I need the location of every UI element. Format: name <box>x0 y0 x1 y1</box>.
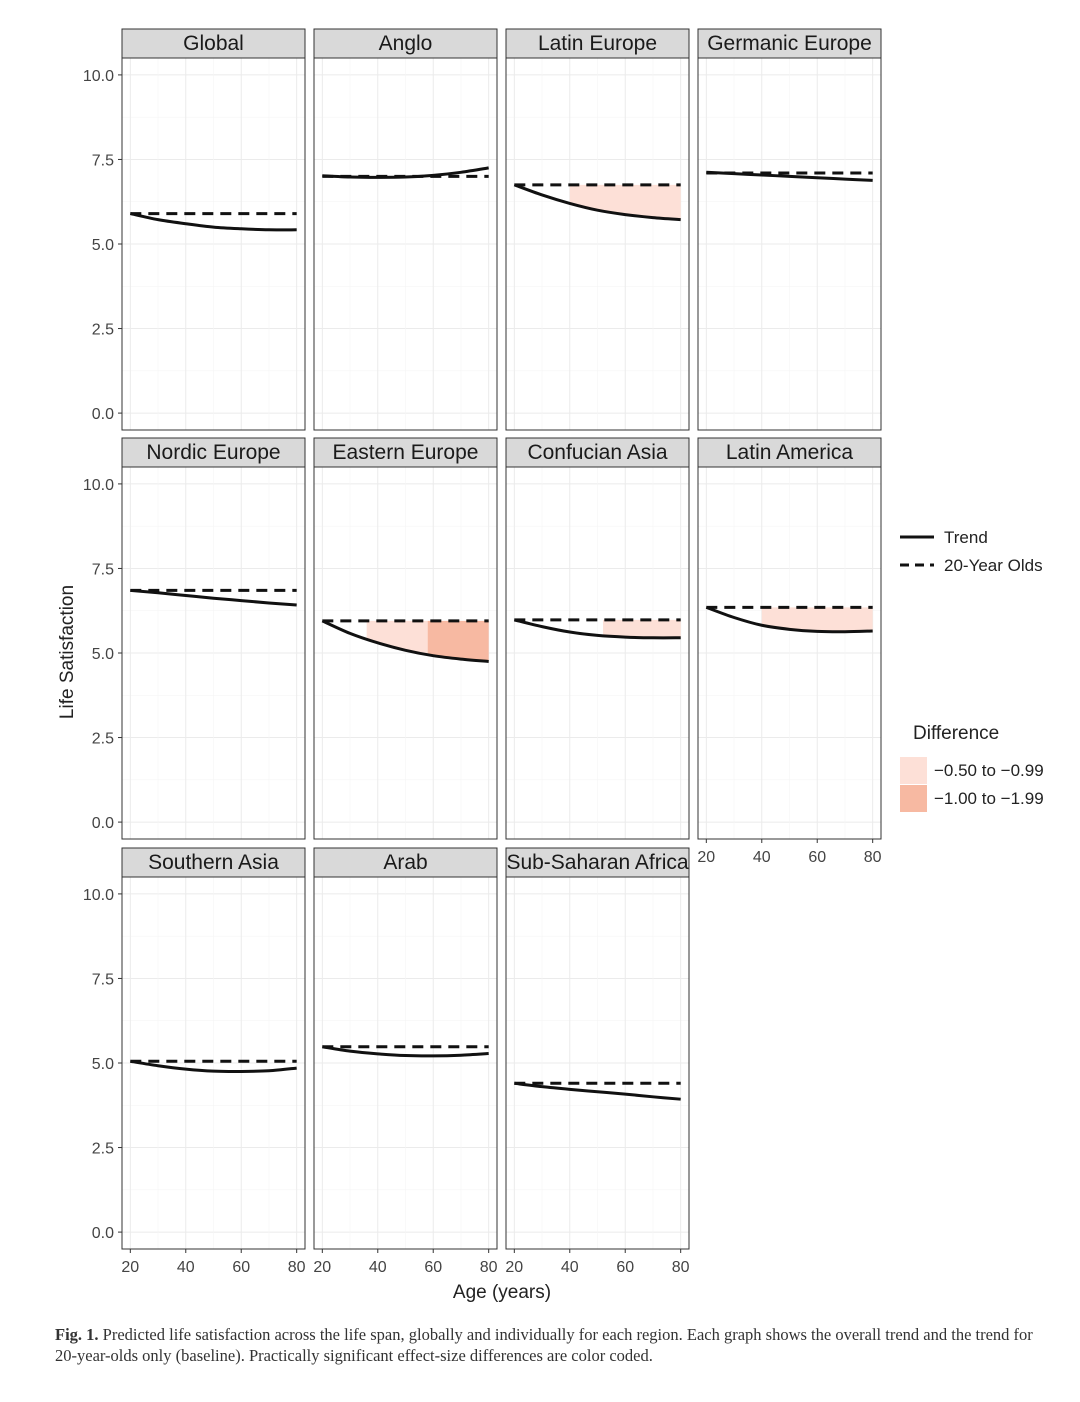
y-tick-label: 2.5 <box>92 731 114 748</box>
x-tick-label: 20 <box>697 849 715 866</box>
x-tick-label: 80 <box>672 1259 690 1276</box>
trend-line <box>130 588 297 607</box>
x-tick-label: 80 <box>480 1259 498 1276</box>
x-tick-label: 40 <box>753 849 771 866</box>
y-tick-label: 0.0 <box>92 406 114 423</box>
legend-line-label: Trend <box>944 528 988 547</box>
panel-title: Sub-Saharan Africa <box>506 851 688 874</box>
trend-line <box>706 170 873 182</box>
panel-title: Confucian Asia <box>527 441 667 464</box>
y-tick-label: 0.0 <box>92 1225 114 1242</box>
y-tick-label: 10.0 <box>83 887 114 904</box>
trend-line <box>322 166 489 179</box>
panel-strip <box>313 437 498 468</box>
y-tick-label: 7.5 <box>92 971 114 988</box>
x-axis-title: Age (years) <box>453 1282 551 1303</box>
legend-difference-title: Difference <box>913 723 999 744</box>
x-tick-label: 40 <box>561 1259 579 1276</box>
y-tick-label: 5.0 <box>92 646 114 663</box>
panel-title: Latin Europe <box>538 32 657 55</box>
panel-strip <box>697 437 882 468</box>
x-tick-label: 40 <box>369 1259 387 1276</box>
panel-strip <box>697 28 882 59</box>
x-tick-label: 20 <box>313 1259 331 1276</box>
trend-line <box>130 1059 297 1073</box>
difference-shading <box>603 619 681 639</box>
difference-shading <box>427 620 489 663</box>
y-tick-label: 5.0 <box>92 237 114 254</box>
panel-title: Arab <box>383 851 427 874</box>
difference-shading <box>761 607 873 633</box>
y-tick-label: 2.5 <box>92 322 114 339</box>
panel-strip <box>313 28 498 59</box>
panel-title: Latin America <box>726 441 854 464</box>
trend-line <box>322 1045 489 1058</box>
legend-line-label: 20-Year Olds <box>944 556 1043 575</box>
panel-title: Anglo <box>379 32 433 55</box>
x-tick-label: 60 <box>424 1259 442 1276</box>
legend-fill-key <box>900 785 927 812</box>
legend-fill-key <box>900 757 927 784</box>
trend-line <box>513 618 681 640</box>
y-tick-label: 2.5 <box>92 1141 114 1158</box>
x-tick-label: 80 <box>864 849 882 866</box>
trend-line <box>514 1081 681 1101</box>
x-tick-label: 60 <box>616 1259 634 1276</box>
panel-title: Southern Asia <box>148 851 279 874</box>
figure-caption: Fig. 1. Predicted life satisfaction acro… <box>55 1324 1045 1366</box>
trend-line <box>321 619 489 663</box>
panel-title: Nordic Europe <box>146 441 280 464</box>
x-tick-label: 60 <box>232 1259 250 1276</box>
x-tick-label: 20 <box>121 1259 139 1276</box>
panel-strip <box>505 847 690 878</box>
y-tick-label: 10.0 <box>83 477 114 494</box>
y-axis-title: Life Satisfaction <box>57 585 78 719</box>
x-tick-label: 60 <box>808 849 826 866</box>
panel-strip <box>505 437 690 468</box>
legend-fill-label: −0.50 to −0.99 <box>934 761 1044 780</box>
caption-label: Fig. 1. <box>55 1325 99 1344</box>
trend-line <box>513 183 681 222</box>
y-tick-label: 5.0 <box>92 1056 114 1073</box>
y-tick-label: 10.0 <box>83 68 114 85</box>
difference-shading <box>366 620 428 656</box>
y-tick-label: 0.0 <box>92 815 114 832</box>
y-tick-label: 7.5 <box>92 152 114 169</box>
x-tick-label: 20 <box>505 1259 523 1276</box>
panel-title: Global <box>183 32 244 55</box>
caption-text: Predicted life satisfaction across the l… <box>55 1325 1033 1365</box>
difference-shading <box>569 184 681 221</box>
panel-strip <box>505 28 690 59</box>
trend-line <box>705 605 873 634</box>
x-tick-label: 80 <box>288 1259 306 1276</box>
legend-fill-label: −1.00 to −1.99 <box>934 789 1044 808</box>
y-tick-label: 7.5 <box>92 561 114 578</box>
panel-strip <box>121 28 306 59</box>
panel-title: Eastern Europe <box>333 441 479 464</box>
panel-strip <box>313 847 498 878</box>
x-tick-label: 40 <box>177 1259 195 1276</box>
trend-line <box>129 212 297 232</box>
panel-title: Germanic Europe <box>707 32 872 55</box>
panel-strip <box>121 437 306 468</box>
panel-strip <box>121 847 306 878</box>
